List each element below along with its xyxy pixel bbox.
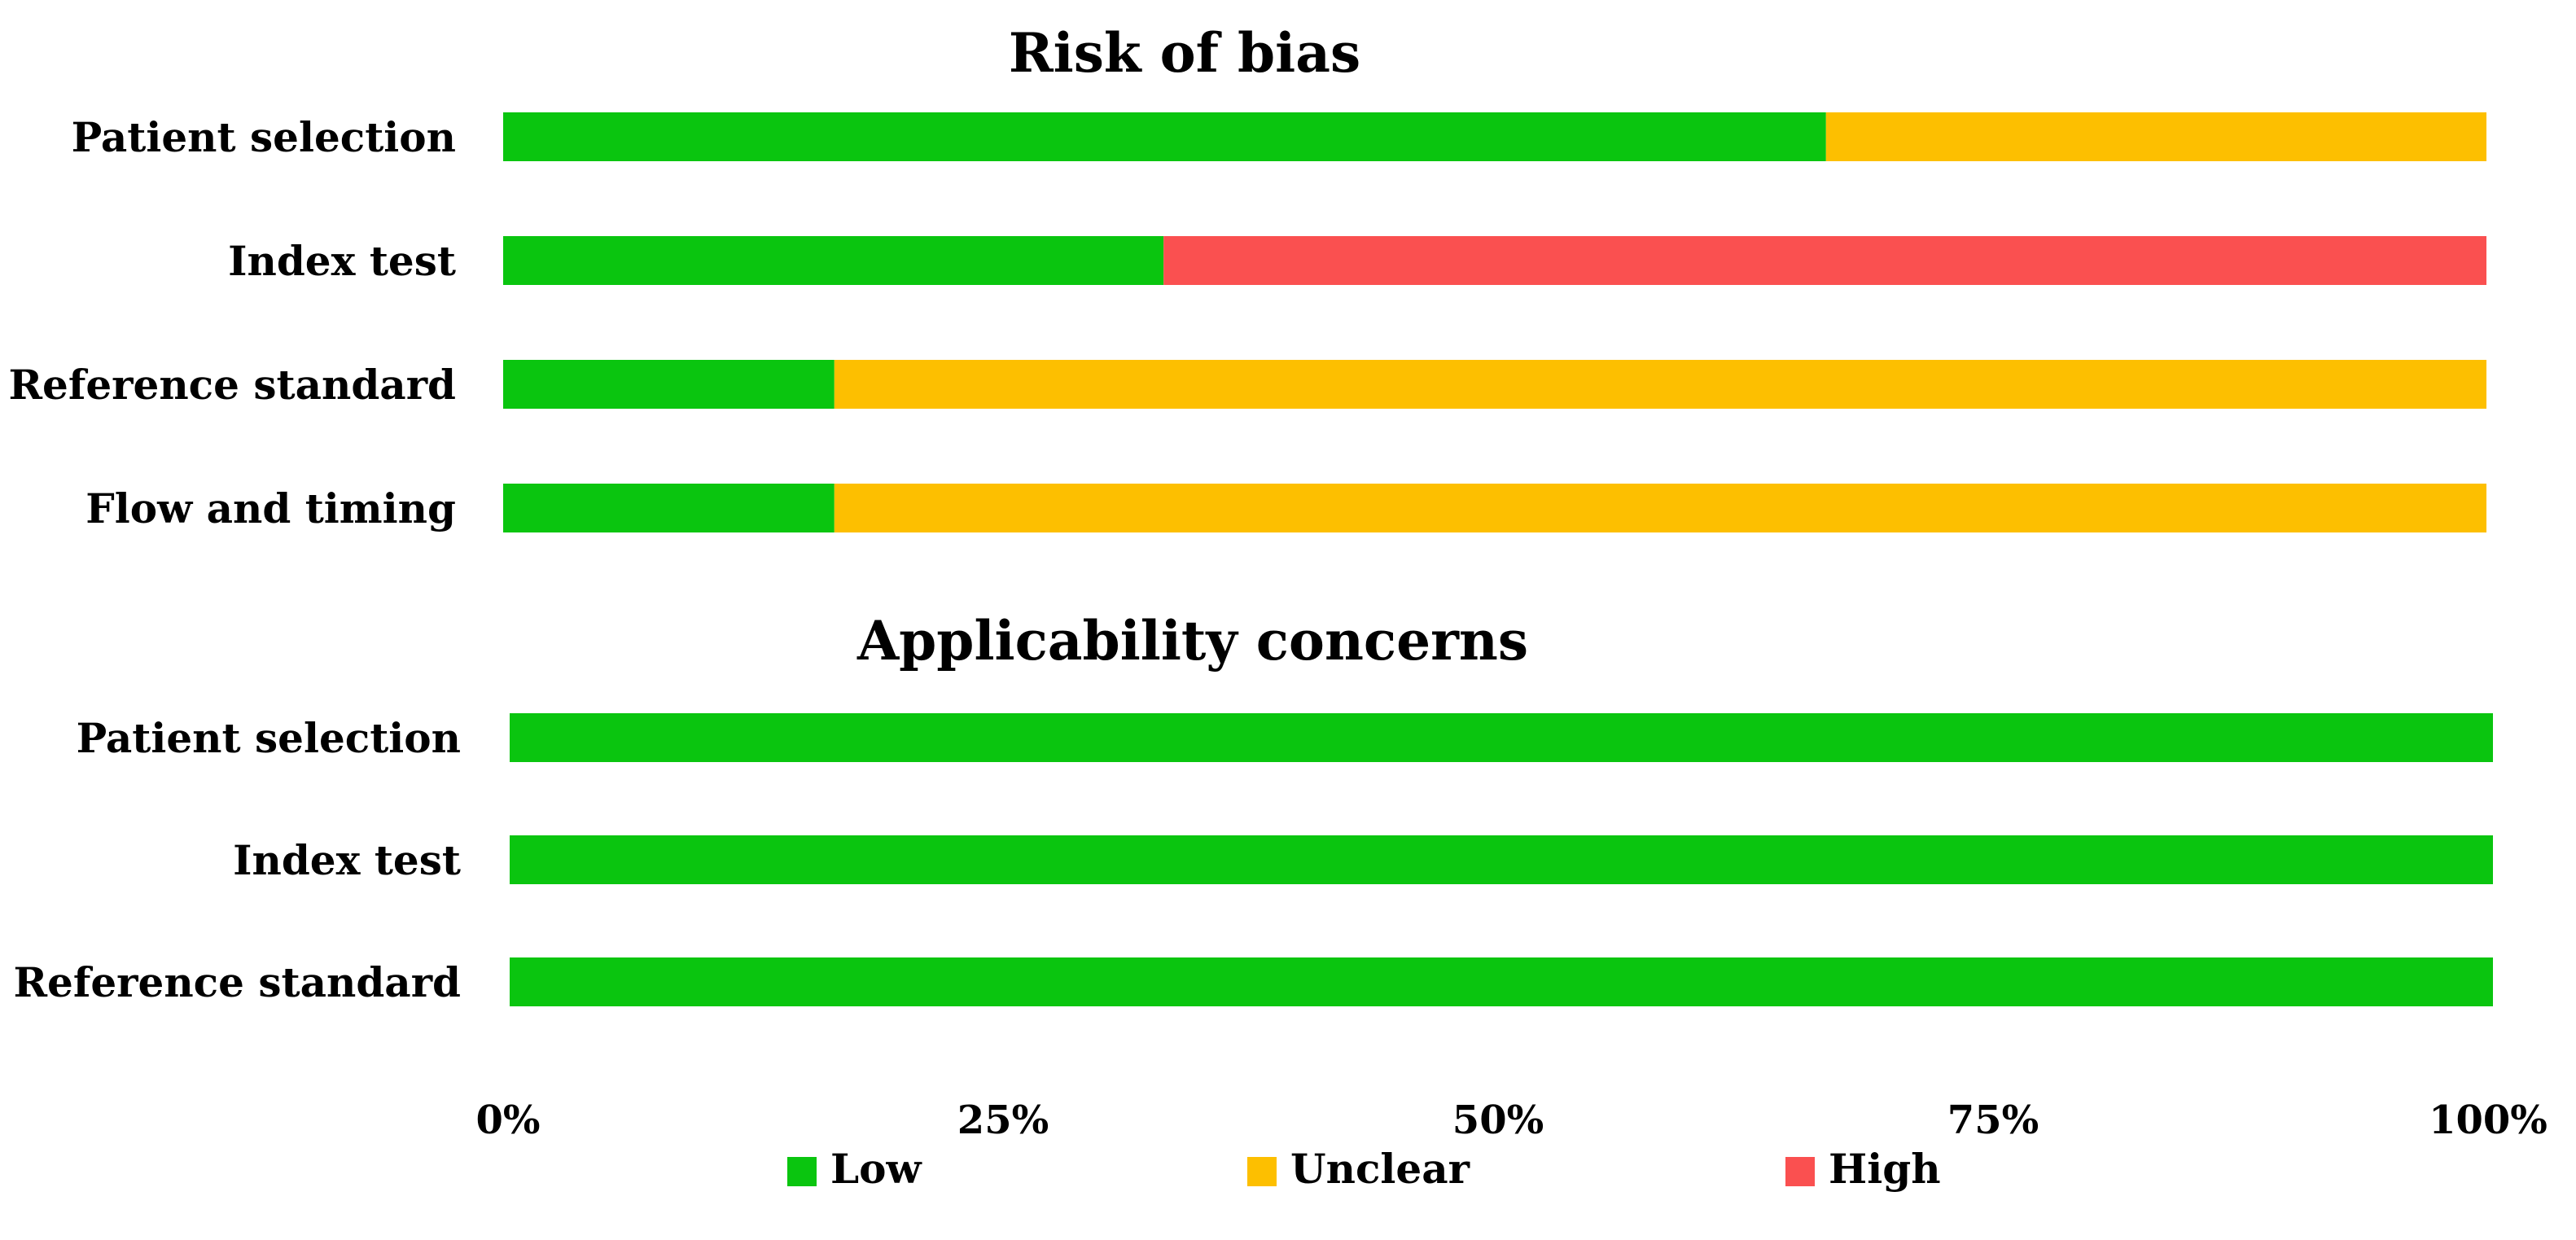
legend-label-high: High: [1829, 1145, 1941, 1193]
bar-segment-applicability-concerns-patient-selection-low: [510, 713, 2493, 762]
x-tick-label: 0%: [475, 1098, 540, 1143]
legend-swatch-unclear: [1247, 1157, 1277, 1186]
panel-title-risk-of-bias: Risk of bias: [1009, 21, 1360, 85]
bar-segment-risk-of-bias-reference-standard-unclear: [834, 360, 2486, 409]
row-label-index-test: Index test: [228, 237, 456, 285]
row-label-reference-standard: Reference standard: [13, 958, 461, 1006]
legend-label-low: Low: [830, 1145, 923, 1193]
bar-segment-applicability-concerns-index-test-low: [510, 835, 2493, 884]
legend-swatch-high: [1785, 1157, 1815, 1186]
bar-segment-risk-of-bias-patient-selection-low: [503, 112, 1826, 161]
row-label-patient-selection: Patient selection: [77, 714, 461, 762]
row-label-index-test: Index test: [233, 836, 461, 884]
panel-title-applicability-concerns: Applicability concerns: [856, 609, 1528, 673]
bar-segment-risk-of-bias-flow-and-timing-low: [503, 484, 835, 532]
bar-segment-risk-of-bias-index-test-high: [1163, 236, 2486, 285]
row-label-flow-and-timing: Flow and timing: [85, 484, 456, 532]
bar-segment-risk-of-bias-index-test-low: [503, 236, 1164, 285]
x-tick-label: 75%: [1947, 1098, 2039, 1143]
legend-label-unclear: Unclear: [1290, 1145, 1470, 1193]
x-tick-label: 100%: [2429, 1098, 2548, 1143]
legend-swatch-low: [787, 1157, 817, 1186]
bar-segment-risk-of-bias-reference-standard-low: [503, 360, 835, 409]
bar-segment-risk-of-bias-flow-and-timing-unclear: [834, 484, 2486, 532]
bar-segment-risk-of-bias-patient-selection-unclear: [1825, 112, 2486, 161]
row-label-reference-standard: Reference standard: [8, 361, 456, 409]
row-label-patient-selection: Patient selection: [72, 113, 456, 161]
x-tick-label: 50%: [1452, 1098, 1544, 1143]
bar-segment-applicability-concerns-reference-standard-low: [510, 957, 2493, 1006]
x-tick-label: 25%: [957, 1098, 1049, 1143]
